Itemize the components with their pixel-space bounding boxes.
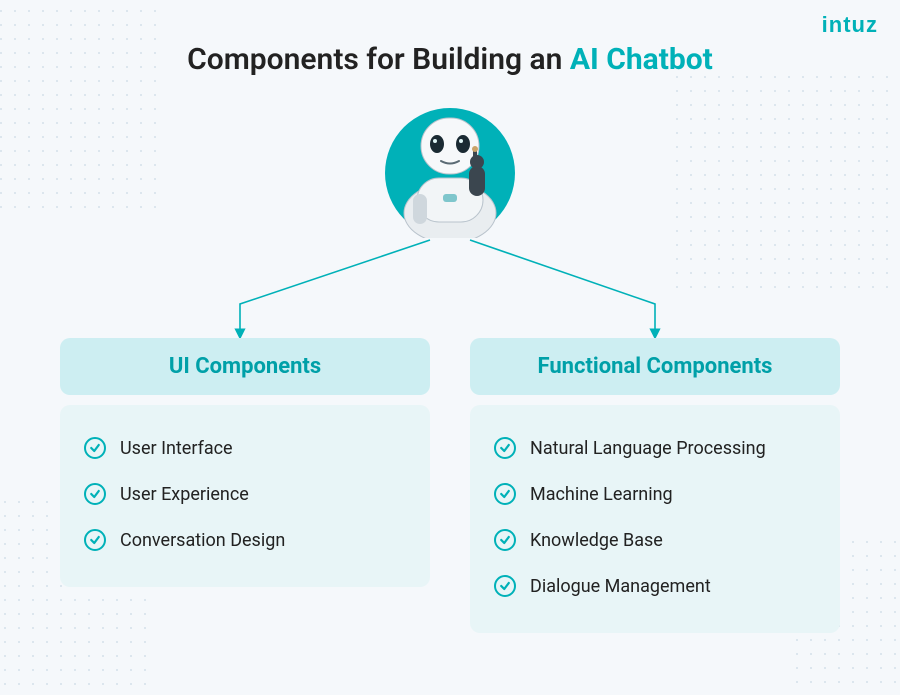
card-ui-components: UI Components User Interface User Experie…: [60, 338, 430, 633]
card-body: User Interface User Experience Conversatio…: [60, 405, 430, 587]
check-circle-icon: [494, 483, 516, 505]
title-plain: Components for Building an: [187, 42, 570, 77]
list-item-label: User Experience: [120, 484, 249, 505]
cards-row: UI Components User Interface User Experie…: [60, 338, 840, 633]
connector-lines: [0, 238, 900, 338]
robot-badge: [385, 108, 515, 238]
brand-logo: intuz: [822, 12, 878, 38]
check-circle-icon: [84, 437, 106, 459]
list-item: Dialogue Management: [494, 563, 816, 609]
title-accent: AI Chatbot: [570, 42, 713, 77]
list-item: Natural Language Processing: [494, 425, 816, 471]
check-circle-icon: [494, 529, 516, 551]
card-header: UI Components: [60, 338, 430, 395]
check-circle-icon: [494, 575, 516, 597]
robot-icon: [385, 108, 515, 238]
list-item: Conversation Design: [84, 517, 406, 563]
list-item-label: Dialogue Management: [530, 576, 711, 597]
card-body: Natural Language Processing Machine Learn…: [470, 405, 840, 633]
page-title: Components for Building an AI Chatbot: [0, 42, 900, 77]
decorative-dots: [670, 70, 900, 290]
list-item-label: Machine Learning: [530, 484, 673, 505]
list-item: Machine Learning: [494, 471, 816, 517]
card-header: Functional Components: [470, 338, 840, 395]
check-circle-icon: [84, 483, 106, 505]
list-item-label: Conversation Design: [120, 530, 285, 551]
list-item: User Interface: [84, 425, 406, 471]
list-item-label: Knowledge Base: [530, 530, 663, 551]
list-item: Knowledge Base: [494, 517, 816, 563]
list-item-label: User Interface: [120, 438, 233, 459]
check-circle-icon: [494, 437, 516, 459]
decorative-dots: [0, 0, 160, 210]
list-item: User Experience: [84, 471, 406, 517]
list-item-label: Natural Language Processing: [530, 438, 766, 459]
check-circle-icon: [84, 529, 106, 551]
card-functional-components: Functional Components Natural Language P…: [470, 338, 840, 633]
